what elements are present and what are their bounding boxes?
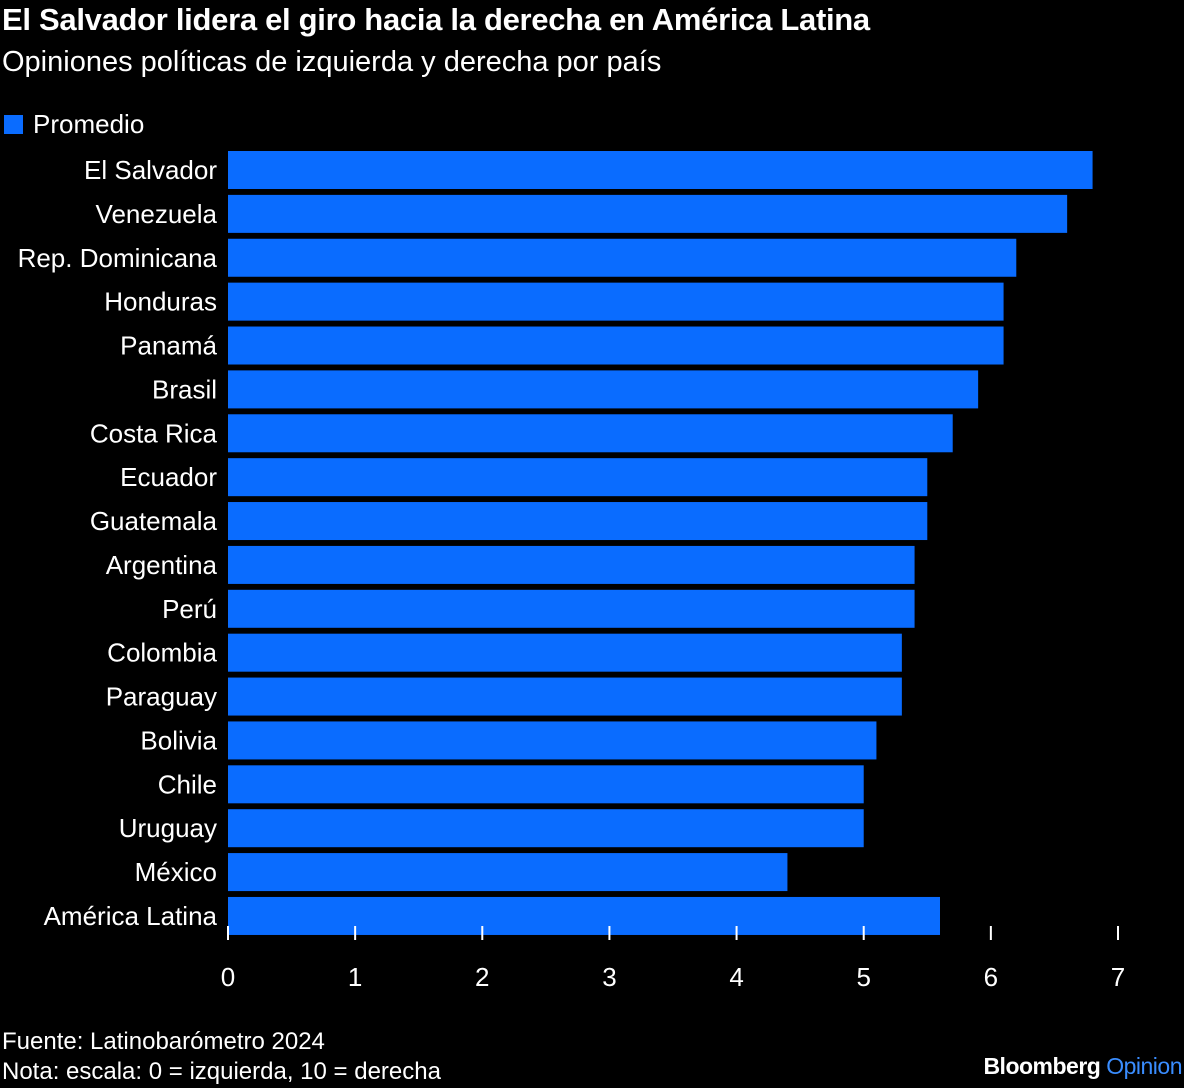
category-label: Chile (158, 769, 217, 799)
bar (228, 721, 877, 760)
legend: Promedio (4, 109, 144, 140)
category-label: México (135, 857, 217, 887)
category-label: Paraguay (106, 682, 217, 712)
category-label: Uruguay (119, 813, 217, 843)
x-tick-label: 4 (729, 962, 743, 992)
x-tick-label: 0 (221, 962, 235, 992)
chart-subtitle: Opiniones políticas de izquierda y derec… (2, 46, 662, 78)
bar (228, 896, 940, 935)
category-label: América Latina (44, 901, 218, 931)
category-label: Panamá (120, 331, 217, 361)
x-tick-label: 2 (475, 962, 489, 992)
bar (228, 589, 915, 628)
bar (228, 633, 902, 672)
bar (228, 370, 979, 409)
bar (228, 326, 1004, 365)
chart-title: El Salvador lidera el giro hacia la dere… (2, 2, 870, 37)
bar (228, 194, 1068, 233)
category-label: Guatemala (90, 506, 218, 536)
category-label: Bolivia (140, 725, 217, 755)
bar (228, 238, 1017, 277)
bar (228, 809, 864, 848)
category-label: Venezuela (96, 199, 218, 229)
bar (228, 282, 1004, 321)
x-tick-label: 1 (348, 962, 362, 992)
logo-brand: Bloomberg (983, 1053, 1101, 1079)
logo-section: Opinion (1106, 1053, 1182, 1079)
x-tick-label: 7 (1111, 962, 1125, 992)
category-label: Brasil (152, 374, 217, 404)
category-label: Colombia (107, 638, 217, 668)
legend-swatch (4, 115, 23, 134)
category-label: El Salvador (84, 155, 217, 185)
bar (228, 545, 915, 584)
x-tick-label: 5 (856, 962, 870, 992)
category-label: Honduras (104, 287, 217, 317)
x-tick-label: 3 (602, 962, 616, 992)
source-note: Fuente: Latinobarómetro 2024 (2, 1028, 325, 1055)
bar (228, 151, 1093, 189)
bar (228, 414, 953, 453)
bar (228, 502, 928, 541)
category-label: Ecuador (120, 462, 217, 492)
bar (228, 765, 864, 804)
x-tick-label: 6 (984, 962, 998, 992)
legend-label: Promedio (33, 109, 145, 139)
bar (228, 853, 788, 892)
bar (228, 677, 902, 716)
category-label: Costa Rica (90, 418, 218, 448)
scale-note: Nota: escala: 0 = izquierda, 10 = derech… (2, 1058, 441, 1085)
bloomberg-opinion-logo: Bloomberg Opinion (983, 1053, 1182, 1080)
category-label: Perú (162, 594, 217, 624)
category-label: Rep. Dominicana (18, 243, 218, 273)
bar (228, 458, 928, 497)
category-label: Argentina (106, 550, 218, 580)
